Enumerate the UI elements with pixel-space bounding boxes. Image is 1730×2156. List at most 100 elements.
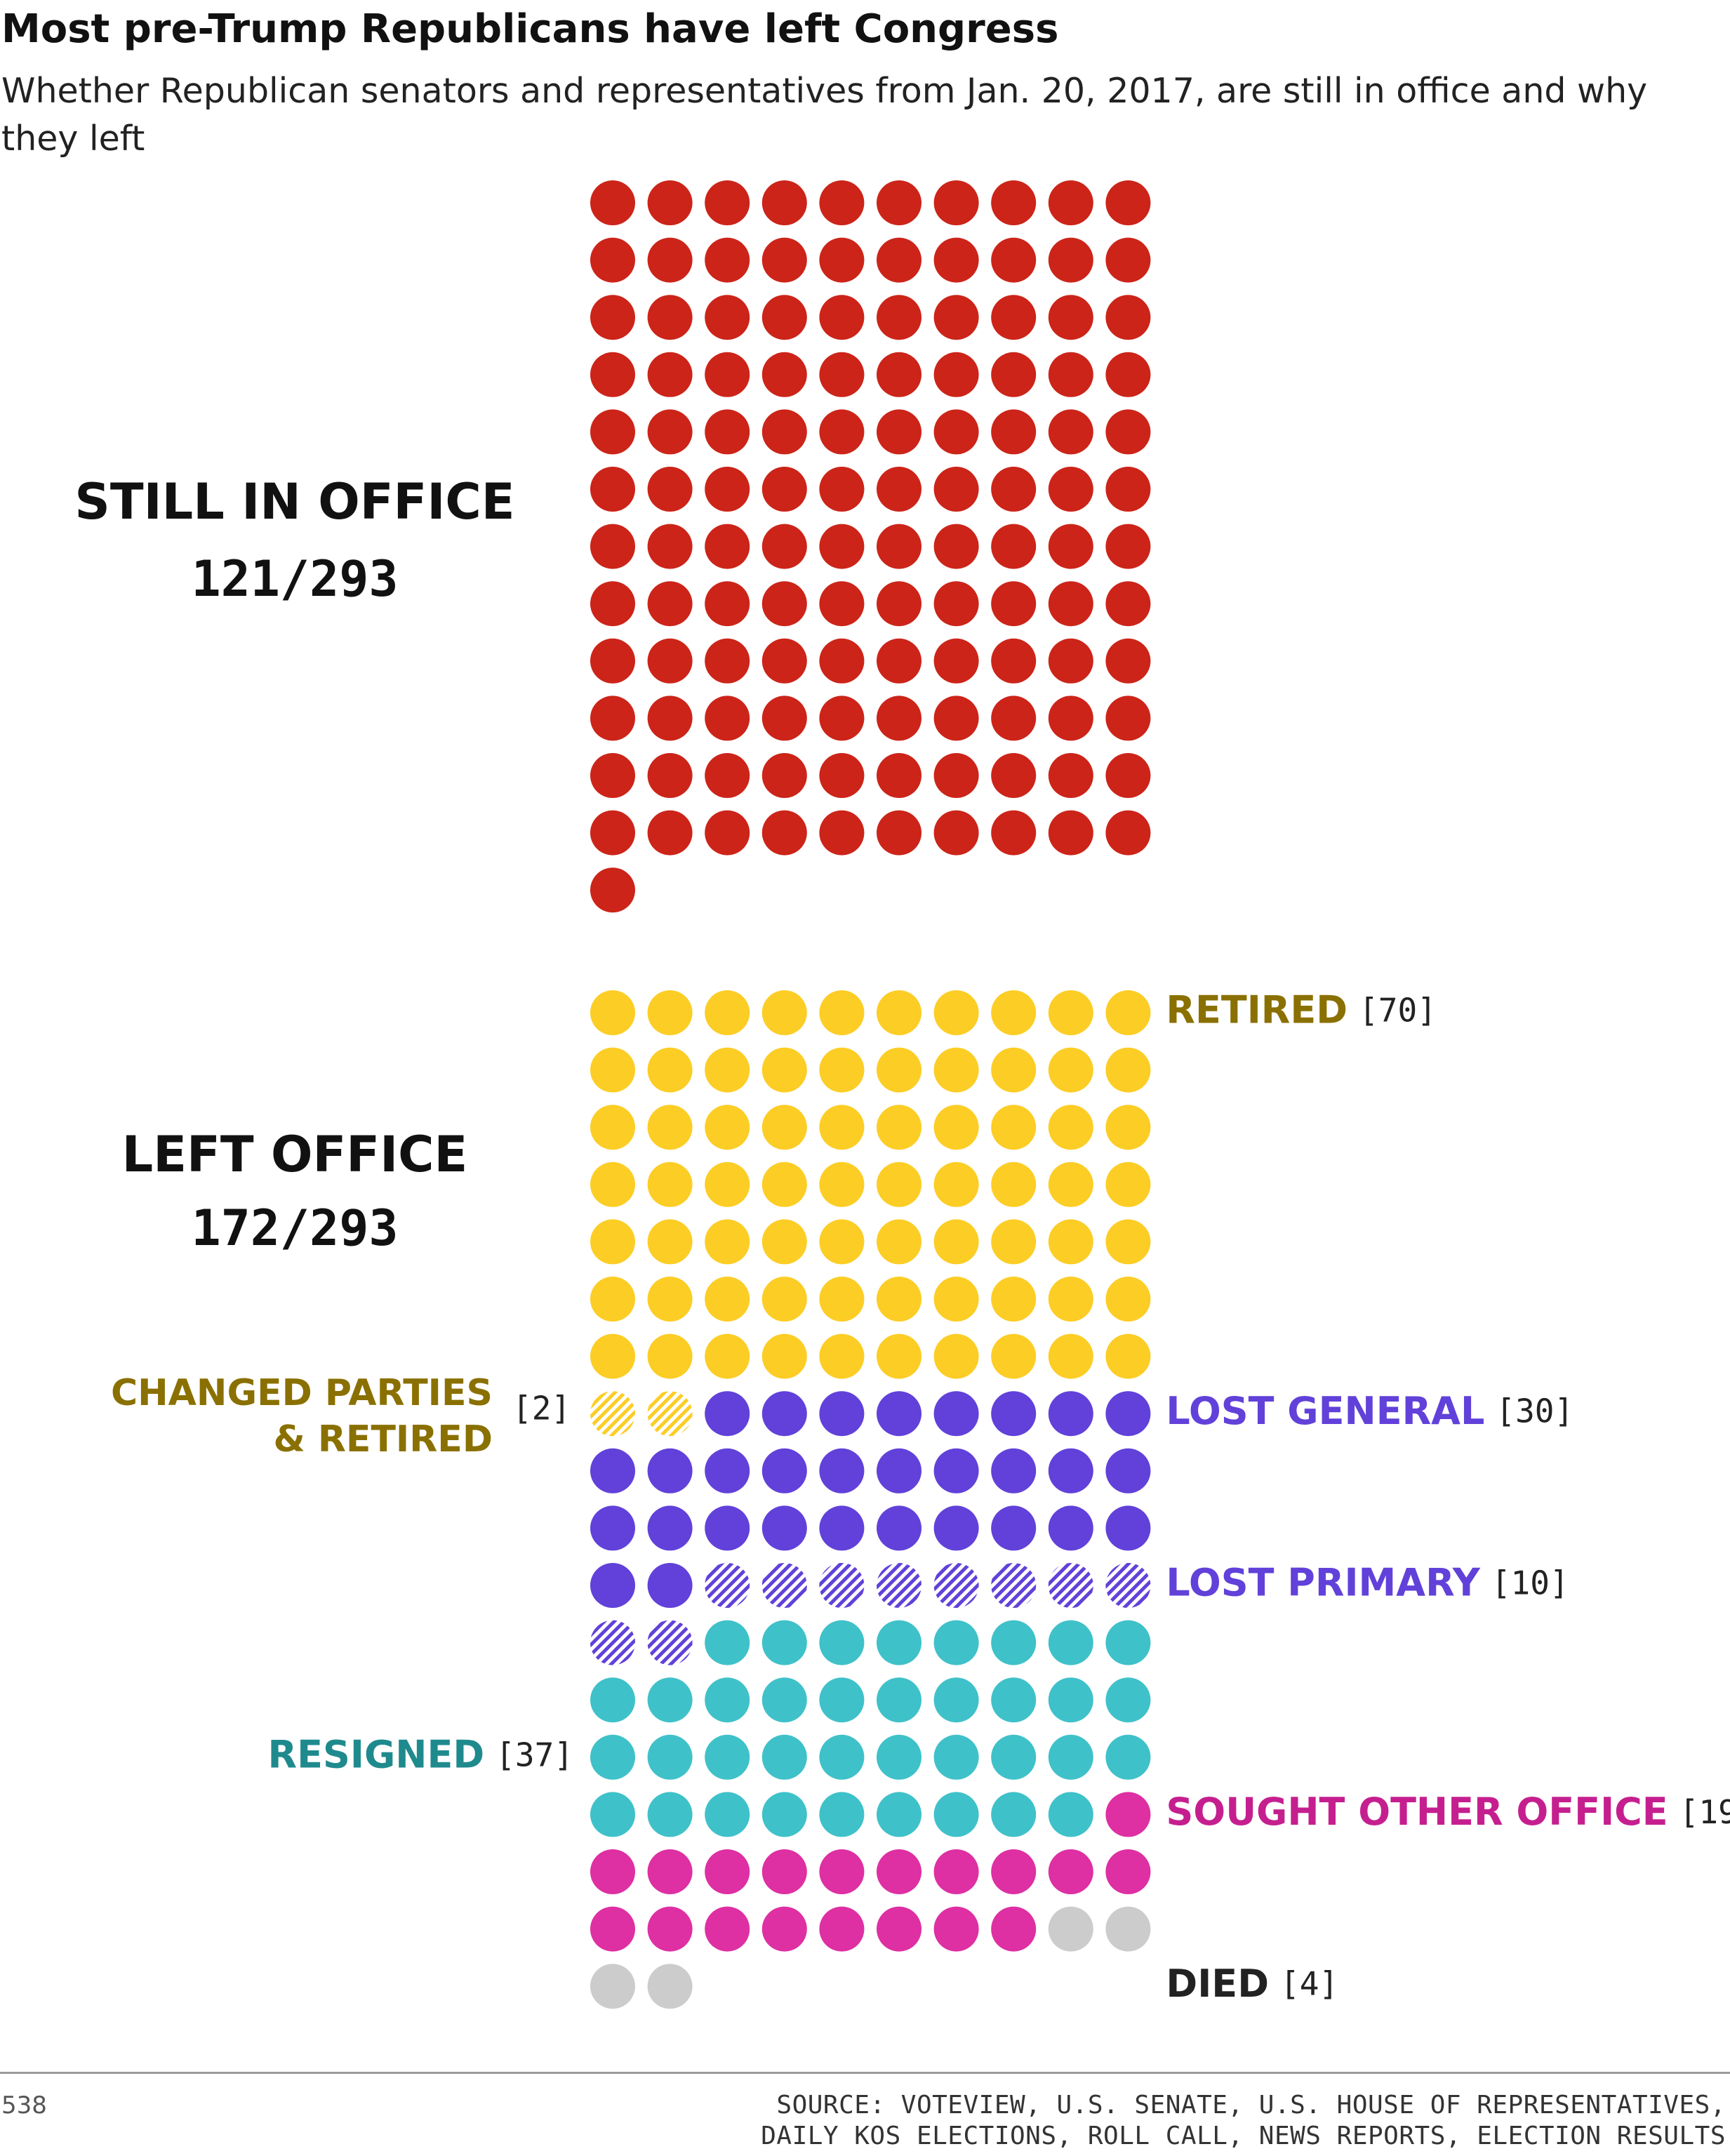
dot-retired [590,990,635,1035]
legend-label-changed-parties-retired-line2: & RETIRED [273,1418,493,1460]
dot-retired [933,1277,979,1322]
dot-still-in-office [705,638,750,684]
dot-sought-other-office [819,1849,865,1894]
dot-still-in-office [647,581,693,627]
dot-still-in-office [590,524,635,569]
dot-retired [991,1219,1037,1265]
legend-count-lost-general: [30] [1496,1392,1573,1430]
dot-retired [761,1047,807,1093]
dot-retired [590,1277,635,1322]
source-note: SOURCE: VOTEVIEW, U.S. SENATE, U.S. HOUS… [761,2090,1726,2152]
dot-retired [647,1277,693,1322]
dot-still-in-office [1105,753,1151,798]
dot-retired [590,1105,635,1150]
dot-still-in-office [590,295,635,340]
dot-retired [933,1105,979,1150]
dot-still-in-office [1105,237,1151,283]
legend-label-died: DIED [1166,1962,1269,2006]
dot-sought-other-office [761,1906,807,1952]
source-line: DAILY KOS ELECTIONS, ROLL CALL, NEWS REP… [761,2122,1726,2150]
dot-changed-parties-retired [647,1391,693,1437]
waffle-dots [590,180,1151,2009]
dot-resigned [590,1734,635,1780]
dot-retired [647,1333,693,1379]
dot-lost-general [590,1563,635,1608]
dot-sought-other-office [1105,1849,1151,1894]
dot-lost-general [991,1448,1037,1493]
dot-sought-other-office [647,1849,693,1894]
dot-lost-general [991,1505,1037,1551]
dot-still-in-office [933,467,979,512]
dot-still-in-office [647,180,693,225]
dot-died [647,1964,693,2009]
dot-still-in-office [705,237,750,283]
dot-died [1105,1906,1151,1952]
dot-retired [647,990,693,1035]
dot-still-in-office [819,237,865,283]
dot-resigned [647,1792,693,1837]
dot-lost-general [991,1391,1037,1437]
dot-still-in-office [590,352,635,397]
dot-lost-general [1048,1391,1093,1437]
dot-still-in-office [590,237,635,283]
dot-lost-general [590,1505,635,1551]
dot-still-in-office [991,180,1037,225]
dot-still-in-office [933,409,979,455]
dot-still-in-office [761,810,807,856]
dot-still-in-office [933,524,979,569]
dot-still-in-office [761,409,807,455]
dot-sought-other-office [1105,1792,1151,1837]
dot-still-in-office [761,467,807,512]
dot-still-in-office [933,638,979,684]
dot-sought-other-office [761,1849,807,1894]
dot-lost-primary [705,1563,750,1608]
dot-resigned [647,1734,693,1780]
dot-still-in-office [1105,524,1151,569]
dot-still-in-office [933,696,979,741]
dot-retired [991,1333,1037,1379]
dot-sought-other-office [877,1849,921,1894]
dot-still-in-office [1105,638,1151,684]
dot-retired [991,1162,1037,1207]
dot-retired [877,1219,921,1265]
dot-resigned [590,1677,635,1723]
dot-retired [761,1277,807,1322]
dot-retired [647,1105,693,1150]
dot-still-in-office [991,409,1037,455]
dot-resigned [991,1620,1037,1665]
dot-retired [819,1277,865,1322]
dot-resigned [819,1734,865,1780]
dot-lost-general [819,1391,865,1437]
dot-still-in-office [877,696,921,741]
dot-still-in-office [1105,467,1151,512]
dot-resigned [877,1677,921,1723]
dot-resigned [933,1677,979,1723]
dot-still-in-office [590,180,635,225]
dot-still-in-office [647,237,693,283]
dot-still-in-office [819,638,865,684]
dot-still-in-office [705,810,750,856]
dot-retired [705,1162,750,1207]
dot-still-in-office [1048,638,1093,684]
dot-resigned [1048,1734,1093,1780]
dot-lost-general [705,1391,750,1437]
dot-sought-other-office [590,1849,635,1894]
dot-still-in-office [705,180,750,225]
dot-still-in-office [933,753,979,798]
dot-still-in-office [761,638,807,684]
dot-still-in-office [877,409,921,455]
dot-retired [590,1333,635,1379]
legend-count-died: [4] [1280,1965,1338,2003]
dot-retired [761,1333,807,1379]
dot-still-in-office [1105,810,1151,856]
legend-count-lost-primary: [10] [1491,1564,1569,1602]
dot-still-in-office [877,237,921,283]
dot-retired [1105,1277,1151,1322]
dot-retired [1048,1333,1093,1379]
dot-lost-general [705,1448,750,1493]
dot-still-in-office [761,180,807,225]
dot-retired [819,1047,865,1093]
dot-still-in-office [877,810,921,856]
dot-still-in-office [819,295,865,340]
dot-still-in-office [1105,696,1151,741]
